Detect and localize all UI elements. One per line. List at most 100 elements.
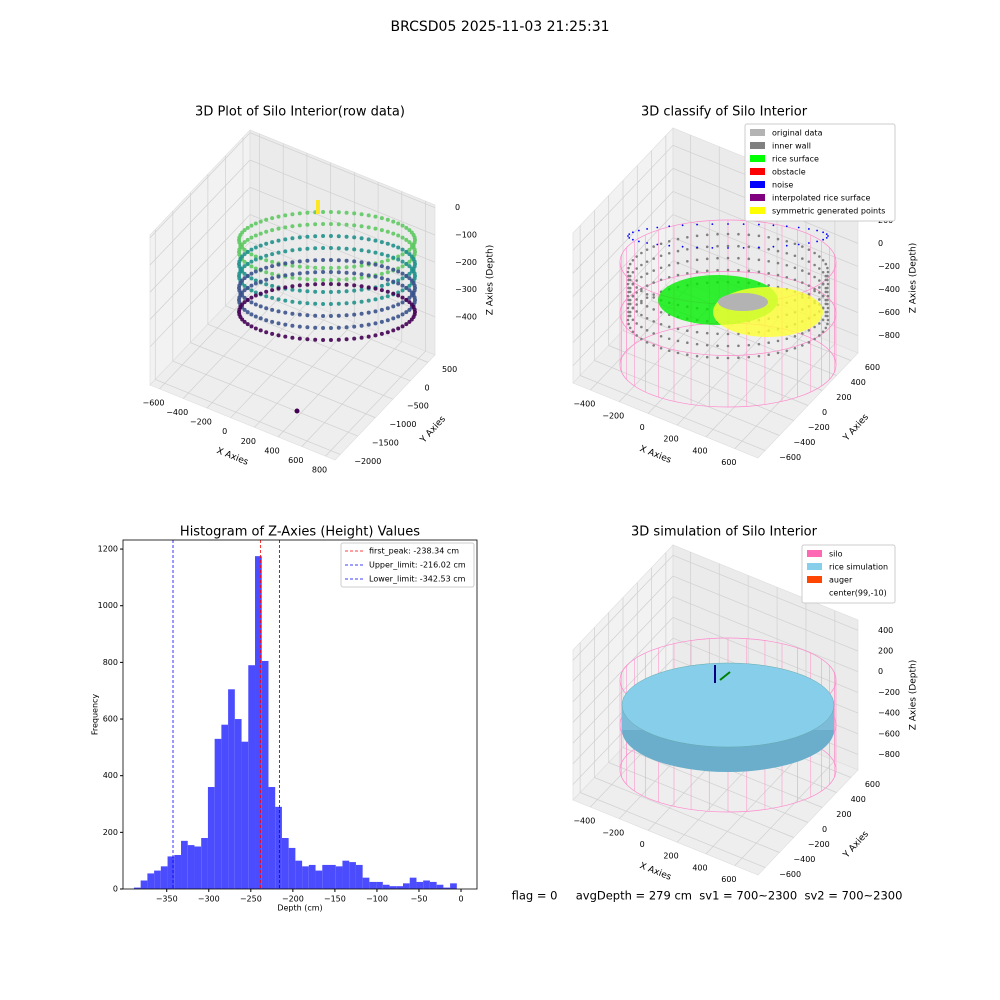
point bbox=[407, 295, 412, 300]
point bbox=[242, 240, 247, 245]
grid-line bbox=[149, 132, 251, 238]
y-axis-label: Y Axies bbox=[418, 414, 448, 446]
point bbox=[631, 330, 635, 334]
point bbox=[716, 268, 719, 272]
point bbox=[801, 269, 804, 272]
point bbox=[396, 281, 401, 286]
point bbox=[400, 252, 405, 257]
point bbox=[726, 344, 730, 348]
x-tick-label: −350 bbox=[156, 895, 178, 904]
point bbox=[336, 277, 341, 282]
point bbox=[668, 244, 671, 247]
point bbox=[686, 329, 689, 333]
y-tick-label: 400 bbox=[103, 771, 118, 780]
point bbox=[359, 287, 364, 292]
point bbox=[379, 240, 384, 245]
point bbox=[253, 293, 258, 298]
grid-line bbox=[155, 379, 341, 455]
point bbox=[385, 258, 390, 263]
grid-line bbox=[249, 214, 436, 290]
point bbox=[258, 243, 263, 248]
point bbox=[818, 322, 821, 325]
point bbox=[826, 282, 830, 286]
point bbox=[391, 231, 396, 236]
point bbox=[628, 310, 632, 314]
legend-label: interpolated rice surface bbox=[772, 194, 870, 203]
point bbox=[686, 247, 689, 251]
point bbox=[400, 259, 405, 264]
point bbox=[297, 276, 302, 281]
point bbox=[412, 259, 417, 264]
point bbox=[242, 300, 247, 305]
point bbox=[659, 346, 663, 350]
point bbox=[391, 279, 396, 284]
point bbox=[328, 277, 333, 282]
point bbox=[249, 252, 254, 257]
point bbox=[270, 216, 275, 221]
point bbox=[818, 286, 821, 289]
point bbox=[366, 322, 371, 327]
point bbox=[321, 210, 326, 215]
point bbox=[297, 223, 302, 228]
point bbox=[757, 258, 761, 262]
point bbox=[711, 223, 714, 226]
point bbox=[407, 288, 412, 293]
point bbox=[396, 254, 401, 259]
point bbox=[813, 275, 816, 279]
point bbox=[695, 354, 699, 358]
point bbox=[407, 300, 412, 305]
point bbox=[328, 258, 333, 263]
point bbox=[245, 225, 250, 230]
x-tick-label: 800 bbox=[312, 466, 327, 475]
point bbox=[385, 294, 390, 299]
point bbox=[240, 230, 245, 235]
point bbox=[344, 258, 349, 263]
point bbox=[627, 322, 630, 326]
point bbox=[801, 332, 804, 335]
legend-label: auger bbox=[829, 576, 853, 585]
point bbox=[336, 246, 341, 251]
point bbox=[305, 325, 310, 330]
point bbox=[705, 355, 709, 359]
point bbox=[352, 235, 357, 240]
point bbox=[626, 282, 630, 286]
bar bbox=[389, 886, 397, 889]
point bbox=[645, 272, 649, 275]
point bbox=[290, 323, 295, 328]
point bbox=[373, 262, 378, 267]
point bbox=[242, 307, 247, 312]
y-tick-label: 500 bbox=[442, 365, 457, 374]
x-tick-label: −200 bbox=[190, 418, 212, 427]
point bbox=[321, 222, 326, 227]
point bbox=[290, 287, 295, 292]
point bbox=[659, 242, 663, 246]
grid-line bbox=[572, 168, 674, 274]
bar bbox=[376, 881, 383, 889]
bar bbox=[268, 787, 276, 889]
point bbox=[767, 247, 770, 251]
point bbox=[258, 219, 263, 224]
point bbox=[676, 351, 680, 355]
point bbox=[290, 335, 295, 340]
grid-line bbox=[672, 555, 859, 631]
point bbox=[391, 316, 396, 321]
point bbox=[385, 270, 390, 275]
point bbox=[336, 222, 341, 227]
point bbox=[807, 341, 811, 344]
point bbox=[385, 330, 390, 335]
point bbox=[635, 322, 638, 325]
point bbox=[352, 312, 357, 317]
point bbox=[245, 285, 250, 290]
point bbox=[737, 344, 740, 348]
point bbox=[676, 249, 680, 253]
point bbox=[276, 333, 281, 338]
point bbox=[313, 270, 318, 275]
point bbox=[818, 255, 821, 258]
point bbox=[336, 210, 341, 215]
grid-line bbox=[572, 145, 674, 251]
bar bbox=[255, 556, 262, 889]
point bbox=[726, 256, 730, 260]
point bbox=[253, 245, 258, 250]
point bbox=[825, 233, 828, 236]
point bbox=[391, 243, 396, 248]
